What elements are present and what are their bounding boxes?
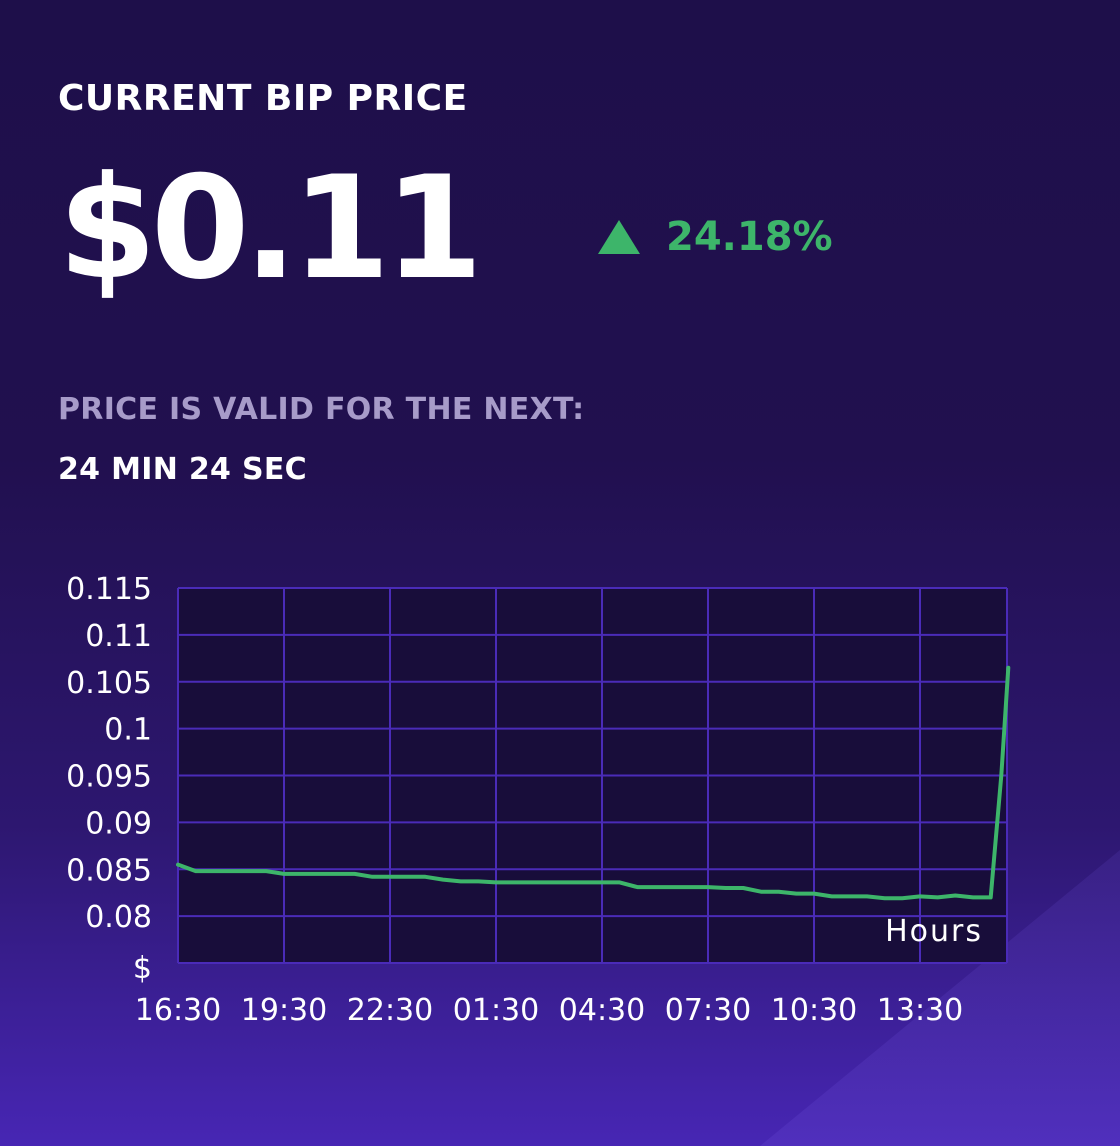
y-tick-label: 0.08	[85, 900, 152, 935]
y-tick-label: 0.11	[85, 619, 152, 654]
price-chart: 0.115 0.11 0.105 0.1 0.095 0.09 0.085 0.08 $16:3…	[66, 572, 1011, 1028]
price-change: 24.18%	[598, 214, 833, 260]
y-tick-label: 0.1	[104, 713, 152, 748]
current-price: $0.11	[58, 146, 483, 311]
validity-countdown: 24 MIN 24 SEC	[58, 452, 307, 487]
x-axis-label: Hours	[885, 914, 983, 949]
x-tick-label: 16:30	[135, 993, 221, 1028]
y-tick-label: 0.09	[85, 806, 152, 841]
x-tick-label: 13:30	[877, 993, 963, 1028]
price-series-line	[176, 665, 1011, 901]
x-tick-label: 10:30	[771, 993, 857, 1028]
page-title: CURRENT BIP PRICE	[58, 78, 468, 119]
y-axis-label: $	[133, 951, 152, 986]
x-tick-label: 22:30	[347, 993, 433, 1028]
x-tick-label: 19:30	[241, 993, 327, 1028]
up-arrow-icon	[598, 220, 640, 254]
x-tick-label: 07:30	[665, 993, 751, 1028]
y-tick-label: 0.095	[66, 760, 152, 795]
y-tick-label: 0.105	[66, 666, 152, 701]
y-tick-label: 0.115	[66, 572, 152, 607]
validity-label: PRICE IS VALID FOR THE NEXT:	[58, 392, 585, 427]
x-tick-label: 01:30	[453, 993, 539, 1028]
x-tick-label: 04:30	[559, 993, 645, 1028]
y-tick-label: 0.085	[66, 853, 152, 888]
price-change-percent: 24.18%	[666, 214, 833, 260]
